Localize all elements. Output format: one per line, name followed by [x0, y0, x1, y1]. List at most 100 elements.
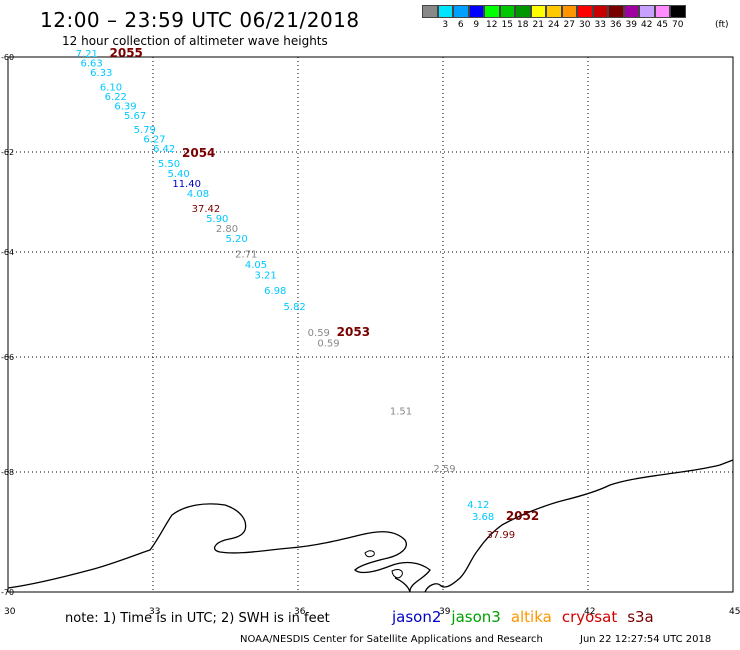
lat-tick-label: -64: [1, 248, 14, 257]
legend-label: 24: [548, 20, 560, 30]
legend-label: 18: [517, 20, 529, 30]
track-labels: 2055 2054 2053 2052: [110, 46, 540, 523]
legend-label: 9: [473, 20, 480, 30]
satellite-label-s3a: s3a: [627, 608, 654, 626]
legend-swatch: [437, 5, 453, 18]
legend-swatch: [484, 5, 500, 18]
wave-height-label: 37.42: [192, 204, 221, 215]
legend-swatch: [453, 5, 469, 18]
legend-labels: 3 6 9 12 15 18 21 24 27 30 33 36 39 42 45 70: [422, 20, 686, 30]
legend-swatch: [499, 5, 515, 18]
wave-height-label: 5.67: [124, 111, 146, 122]
wave-height-label: 11.40: [172, 179, 201, 190]
wave-height-label: 6.33: [90, 68, 112, 79]
lon-tick-label: 45: [729, 607, 740, 617]
wave-height-label: 7.21: [76, 49, 98, 60]
legend-label: 42: [641, 20, 653, 30]
island-path: [364, 550, 375, 558]
legend-label: 70: [672, 20, 684, 30]
legend-swatch: [515, 5, 531, 18]
legend-label: 27: [563, 20, 575, 30]
wave-height-label: 6.42: [153, 144, 175, 155]
wave-height-label: 6.98: [264, 286, 286, 297]
track-number-label: 2053: [337, 325, 370, 339]
wave-height-label: 4.12: [467, 500, 489, 511]
credit-line: NOAA/NESDIS Center for Satellite Applica…: [240, 634, 543, 645]
wave-height-label: 5.82: [284, 302, 306, 313]
wave-height-label: 6.39: [114, 101, 136, 112]
lon-tick-label: 39: [439, 607, 451, 617]
satellite-label-jason3: jason3: [451, 608, 501, 626]
legend-label: 36: [610, 20, 622, 30]
legend-label: 3: [442, 20, 449, 30]
satellite-label-jason2: jason2: [392, 608, 442, 626]
wave-height-label: 4.08: [187, 189, 209, 200]
lon-tick-label: 36: [294, 607, 306, 617]
legend-swatch: [530, 5, 546, 18]
wave-height-label: 3.21: [255, 270, 277, 281]
wave-height-label: 5.40: [168, 169, 190, 180]
wave-height-label: 6.10: [100, 82, 122, 93]
wave-height-label: 5.90: [206, 214, 228, 225]
legend-label: 21: [532, 20, 544, 30]
wave-height-label: 2.80: [216, 224, 238, 235]
wave-height-label: 6.27: [143, 135, 165, 146]
track-number-label: 2054: [182, 146, 215, 160]
legend-unit: (ft): [715, 20, 729, 30]
legend-swatch: [623, 5, 639, 18]
lat-tick-label: -60: [1, 53, 14, 62]
map-frame: [7, 56, 734, 593]
wave-height-label: 0.59: [317, 339, 339, 350]
satellite-label-cryosat: cryosat: [561, 608, 618, 626]
legend-swatch: [468, 5, 484, 18]
wave-height-label: 2.71: [235, 249, 257, 260]
coastline-path: [7, 459, 734, 593]
lon-tick-label: 33: [149, 607, 160, 617]
legend-swatches: [422, 5, 686, 18]
legend-swatch: [654, 5, 670, 18]
wave-height-label: 6.22: [105, 92, 127, 103]
legend-swatch: [639, 5, 655, 18]
legend-swatch: [592, 5, 608, 18]
legend-label: 33: [594, 20, 606, 30]
legend-swatch: [670, 5, 686, 18]
chart-title: 12:00 – 23:59 UTC 06/21/2018: [40, 8, 360, 32]
wave-height-label: 5.50: [158, 159, 180, 170]
wave-height-label: 4.05: [245, 260, 267, 271]
chart-subtitle: 12 hour collection of altimeter wave hei…: [62, 34, 328, 48]
track-number-label: 2055: [110, 46, 143, 60]
legend-swatch: [577, 5, 593, 18]
wave-height-label: 3.68: [472, 512, 494, 523]
lon-tick-label: 30: [4, 607, 16, 617]
wave-height-label: 0.59: [308, 328, 330, 339]
legend-label: 39: [625, 20, 637, 30]
wave-height-label: 5.79: [134, 125, 156, 136]
legend-swatch: [608, 5, 624, 18]
lon-tick-label: 42: [584, 607, 595, 617]
wave-height-label: 6.63: [81, 59, 103, 70]
island-path: [391, 569, 403, 579]
legend-label: 12: [486, 20, 498, 30]
legend-swatch: [561, 5, 577, 18]
antarctic-coastline: [7, 459, 734, 593]
lat-tick-label: -66: [1, 353, 14, 362]
generation-timestamp: Jun 22 12:27:54 UTC 2018: [580, 634, 712, 645]
wave-height-label: 2.59: [433, 464, 455, 475]
lat-tick-label: -68: [1, 468, 14, 477]
legend-label: 30: [579, 20, 591, 30]
wave-height-label: 5.20: [226, 234, 248, 245]
legend-swatch: [422, 5, 438, 18]
lat-tick-label: -70: [1, 588, 14, 597]
legend-swatch: [546, 5, 562, 18]
lat-tick-label: -62: [1, 148, 14, 157]
satellite-label-altika: altika: [510, 608, 552, 626]
wave-height-label: 1.51: [390, 407, 412, 418]
lat-lon-grid: [7, 56, 734, 593]
footer-note: note: 1) Time is in UTC; 2) SWH is in fe…: [65, 611, 330, 626]
track-number-label: 2052: [506, 509, 539, 523]
wave-height-label: 37.99: [487, 530, 516, 541]
legend-label: 45: [656, 20, 668, 30]
legend-label: 6: [457, 20, 464, 30]
color-legend: 3 6 9 12 15 18 21 24 27 30 33 36 39 42 45 70 (ft): [422, 5, 729, 30]
